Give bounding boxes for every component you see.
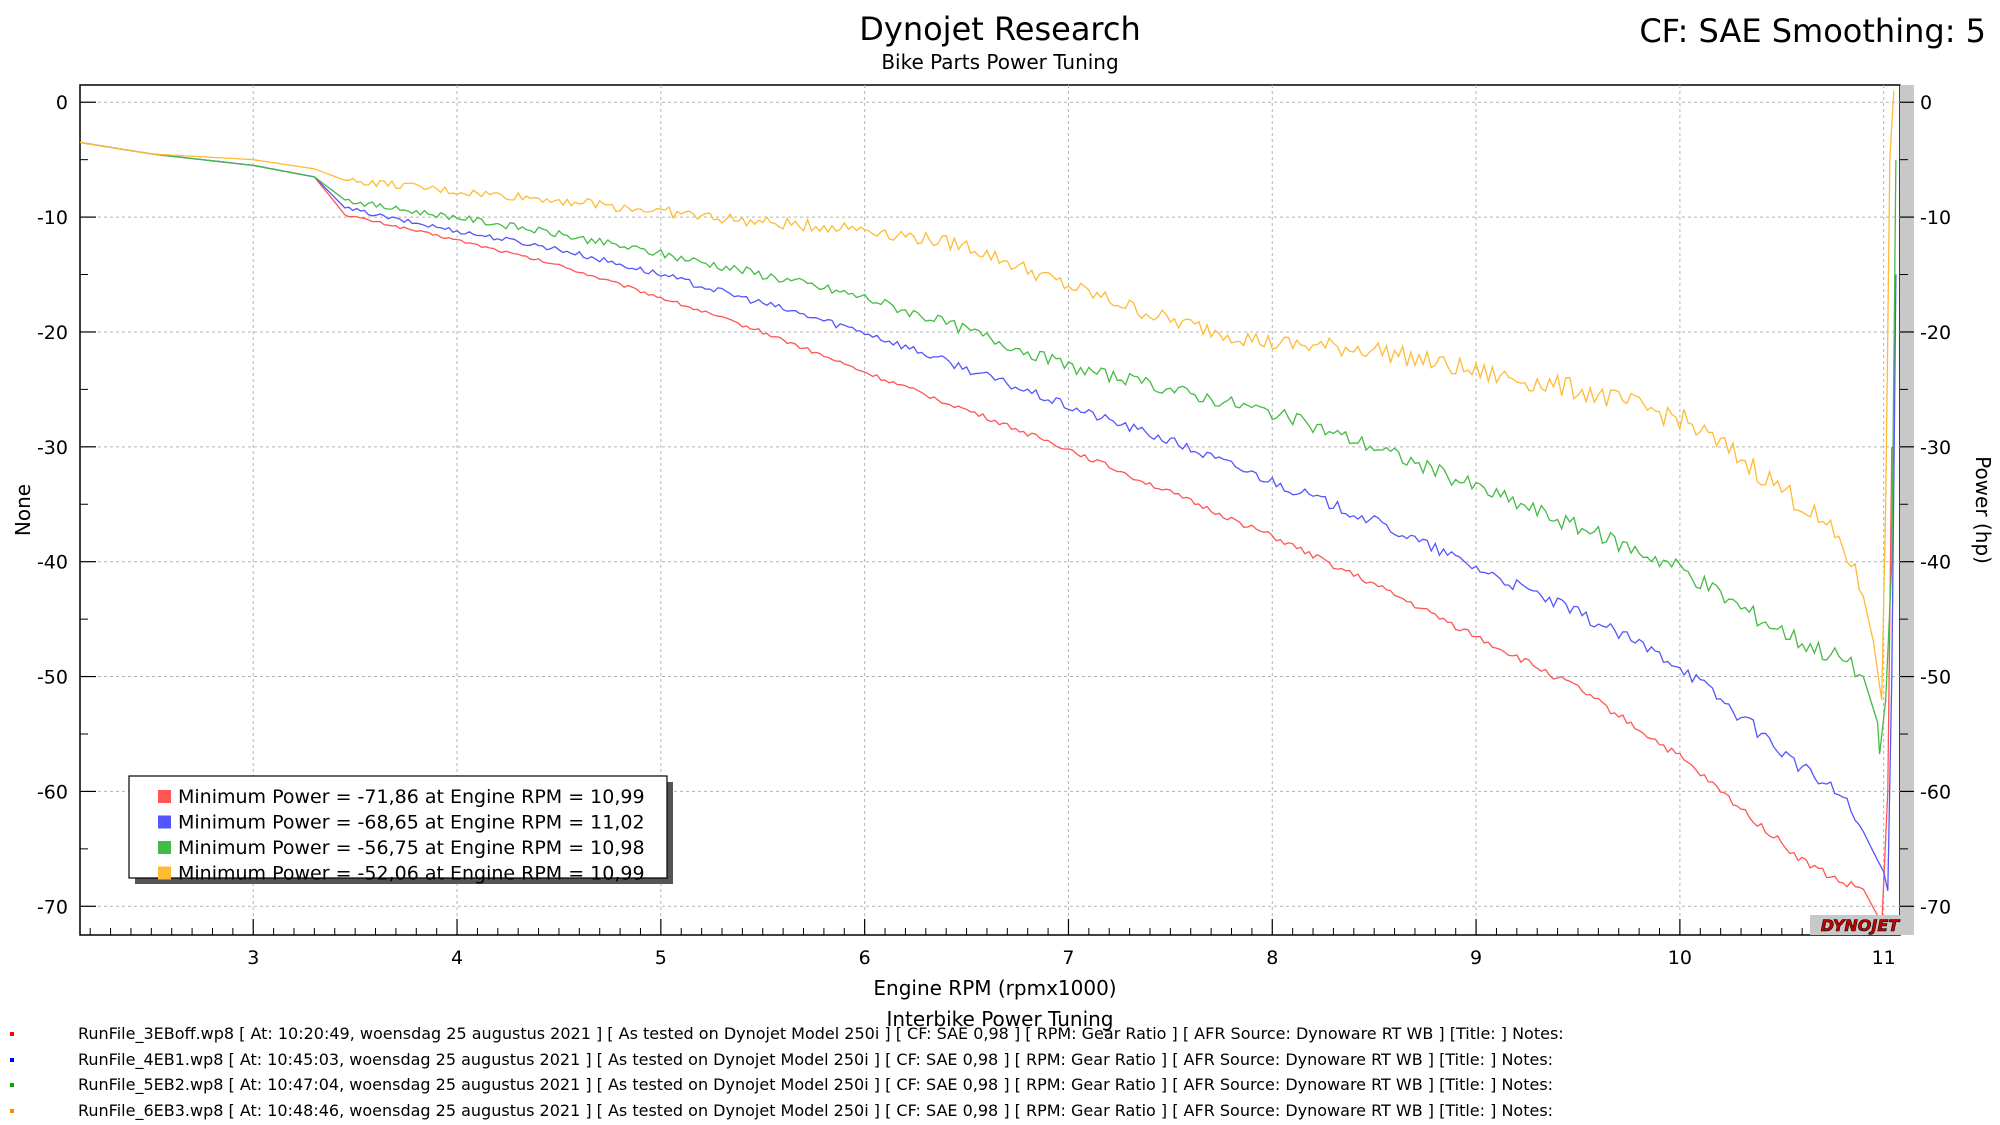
y-tick-label-right: 0 [1920,92,1932,114]
legend-swatch [158,866,171,880]
legend-box: Minimum Power = -71,86 at Engine RPM = 1… [128,775,673,885]
run-file-line: RunFile_4EB1.wp8 [ At: 10:45:03, woensda… [78,1049,1554,1069]
y-axis-label-right: Power (hp) [1971,456,1995,564]
y-tick-label-left: -10 [37,207,68,229]
chart-subtitle: Bike Parts Power Tuning [881,50,1119,74]
legend-swatch [158,815,171,829]
y-tick-label-right: -40 [1920,552,1951,574]
y-tick-label-left: -40 [37,552,68,574]
legend-entry: Minimum Power = -71,86 at Engine RPM = 1… [178,786,645,808]
legend-frame [128,775,668,879]
run-file-line: RunFile_3EBoff.wp8 [ At: 10:20:49, woens… [78,1024,1564,1043]
legend-swatch [158,841,171,854]
correction-factor-label: CF: SAE Smoothing: 5 [1639,12,1986,50]
x-tick-label: 11 [1872,947,1896,969]
y-tick-label-left: 0 [56,92,68,114]
run-color-marker [10,1108,14,1113]
series-line-2 [79,141,1897,891]
x-axis-label: Engine RPM (rpmx1000) [873,976,1116,1000]
x-tick-label: 10 [1668,947,1692,969]
legend-swatch [158,790,171,803]
y-axis-label-left: None [11,484,35,536]
y-tick-label-right: -30 [1920,437,1951,459]
run-color-marker [10,1057,14,1062]
logo-text: DYNOJET [1821,916,1901,935]
y-tick-label-right: -70 [1920,896,1951,918]
run-color-marker [10,1083,14,1087]
y-tick-label-right: -50 [1920,667,1951,689]
y-tick-label-left: -70 [37,896,68,918]
x-tick-label: 9 [1470,947,1482,969]
chart-title: Dynojet Research [859,10,1141,48]
y-tick-label-left: -50 [37,667,68,689]
x-tick-label: 8 [1266,947,1278,969]
run-color-marker [10,1032,14,1036]
x-tick-label: 6 [859,947,871,969]
x-tick-label: 3 [247,947,259,969]
run-file-line: RunFile_5EB2.wp8 [ At: 10:47:04, woensda… [78,1075,1554,1094]
run-file-line: RunFile_6EB3.wp8 [ At: 10:48:46, woensda… [78,1100,1554,1120]
series-layer [79,90,1897,928]
dynojet-logo: DYNOJET [1810,915,1910,935]
logo-backdrop [1810,915,1910,935]
x-tick-label: 4 [451,947,463,969]
y-tick-label-left: -20 [37,322,68,344]
legend-entry: Minimum Power = -68,65 at Engine RPM = 1… [178,812,645,834]
bottom-title: Interbike Power Tuning [886,1007,1114,1031]
series-line-4 [79,90,1895,701]
axis-ticks: 3 4 5 6 7 8 9 10 11 0 0 -10 -10 -20 -20 -30 -30 -40 -40 -50… [37,92,1951,969]
y-tick-label-right: -60 [1920,781,1951,803]
x-tick-label: 7 [1062,947,1074,969]
series-line-3 [79,141,1897,755]
legend-entries: Minimum Power = -71,86 at Engine RPM = 1… [158,786,645,885]
y-tick-label-right: -10 [1920,207,1951,229]
series-line-1 [79,141,1893,928]
legend-entry: Minimum Power = -52,06 at Engine RPM = 1… [178,863,645,885]
y-tick-label-right: -20 [1920,322,1951,344]
x-tick-label: 5 [655,947,667,969]
y-tick-label-left: -60 [37,781,68,803]
y-tick-label-left: -30 [37,437,68,459]
legend-entry: Minimum Power = -56,75 at Engine RPM = 1… [178,837,645,859]
right-axis-panel [1900,85,1914,935]
